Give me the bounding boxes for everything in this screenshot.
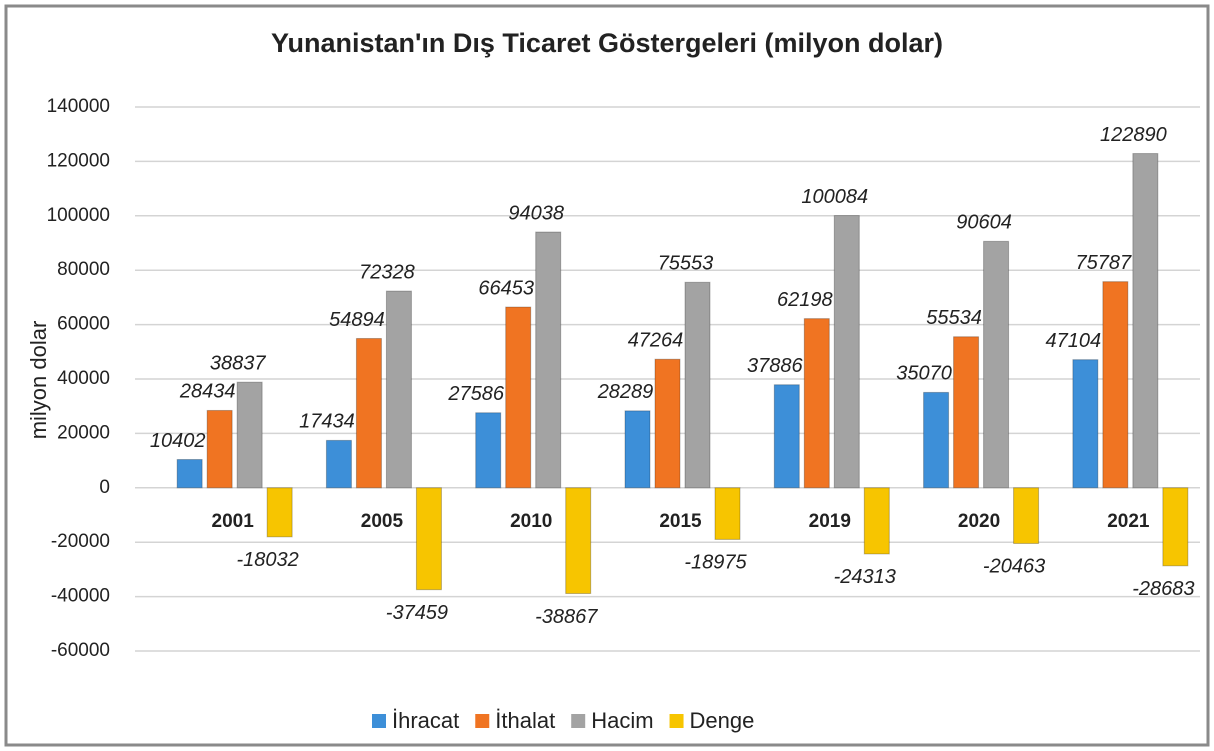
- legend-swatch: [475, 714, 490, 728]
- data-label: 55534: [926, 307, 982, 329]
- bar: [714, 487, 741, 540]
- x-tick-label: 2015: [659, 511, 702, 532]
- data-label: 66453: [478, 277, 534, 299]
- legend-label: İhracat: [392, 708, 459, 733]
- data-label: -38867: [535, 606, 598, 628]
- data-label: 72328: [359, 261, 415, 283]
- bar: [325, 439, 352, 489]
- chart-frame: [4, 4, 1210, 747]
- legend-label: İthalat: [495, 708, 555, 733]
- y-tick-label: -60000: [51, 640, 110, 661]
- bar: [236, 381, 263, 489]
- x-tick-label: 2021: [1107, 511, 1150, 532]
- bar: [565, 487, 592, 595]
- data-label: 47264: [628, 330, 684, 352]
- bar: [1132, 153, 1159, 489]
- data-label: 75553: [658, 253, 714, 275]
- y-axis-label: milyon dolar: [26, 321, 51, 440]
- data-label: 62198: [777, 289, 833, 311]
- bar: [176, 459, 203, 489]
- bar: [355, 337, 382, 489]
- bar: [654, 358, 681, 489]
- y-tick-label: 20000: [57, 422, 110, 443]
- y-tick-label: 40000: [57, 368, 110, 389]
- data-label: -37459: [386, 602, 448, 624]
- bar: [923, 391, 950, 489]
- bar: [863, 487, 890, 555]
- bar: [833, 215, 860, 489]
- data-label: -28683: [1132, 578, 1194, 600]
- x-tick-label: 2020: [958, 511, 1000, 532]
- y-tick-label: 80000: [57, 259, 110, 280]
- bar: [1013, 487, 1040, 544]
- y-tick-label: 0: [99, 477, 110, 498]
- data-label: 100084: [801, 186, 868, 208]
- legend-label: Hacim: [591, 708, 653, 733]
- y-tick-label: 100000: [47, 205, 110, 226]
- data-label: -18032: [237, 549, 299, 571]
- data-label: -20463: [983, 556, 1045, 578]
- data-label: 75787: [1076, 252, 1132, 274]
- bar: [773, 384, 800, 489]
- bar: [684, 281, 711, 489]
- y-tick-label: 120000: [47, 150, 110, 171]
- bar: [1102, 281, 1129, 489]
- data-label: 10402: [150, 430, 206, 452]
- x-tick-label: 2019: [809, 511, 851, 532]
- y-tick-label: -20000: [51, 531, 110, 552]
- bar: [505, 306, 532, 489]
- chart-title: Yunanistan'ın Dış Ticaret Göstergeleri (…: [271, 28, 943, 58]
- data-label: 17434: [299, 411, 355, 433]
- bar: [415, 487, 442, 591]
- bar: [475, 412, 502, 489]
- x-tick-label: 2010: [510, 511, 552, 532]
- bar: [206, 409, 233, 489]
- bar: [953, 336, 980, 489]
- legend-swatch: [669, 714, 684, 728]
- bar: [385, 290, 412, 489]
- data-label: -18975: [684, 552, 747, 574]
- data-label: 37886: [747, 355, 803, 377]
- bar: [803, 318, 830, 489]
- legend-swatch: [571, 714, 586, 728]
- bar: [624, 410, 651, 489]
- bar: [266, 487, 293, 538]
- data-label: 47104: [1046, 330, 1102, 352]
- bar: [983, 240, 1010, 489]
- data-label: 90604: [956, 212, 1012, 234]
- data-label: -24313: [834, 566, 896, 588]
- x-tick-label: 2001: [212, 511, 255, 532]
- data-label: 28434: [179, 381, 236, 403]
- legend-swatch: [372, 714, 386, 728]
- data-label: 28289: [597, 381, 654, 403]
- y-tick-label: -40000: [51, 586, 110, 607]
- x-tick-label: 2005: [361, 511, 404, 532]
- data-label: 38837: [210, 352, 266, 374]
- data-label: 94038: [508, 202, 564, 224]
- data-label: 54894: [329, 309, 385, 331]
- y-tick-label: 140000: [47, 96, 110, 117]
- data-label: 122890: [1100, 124, 1167, 146]
- legend-label: Denge: [690, 708, 755, 733]
- bar: [1162, 487, 1189, 567]
- bar: [535, 231, 562, 489]
- data-label: 35070: [896, 363, 952, 385]
- bar: [1072, 359, 1099, 489]
- data-label: 27586: [447, 383, 504, 405]
- y-tick-label: 60000: [57, 314, 110, 335]
